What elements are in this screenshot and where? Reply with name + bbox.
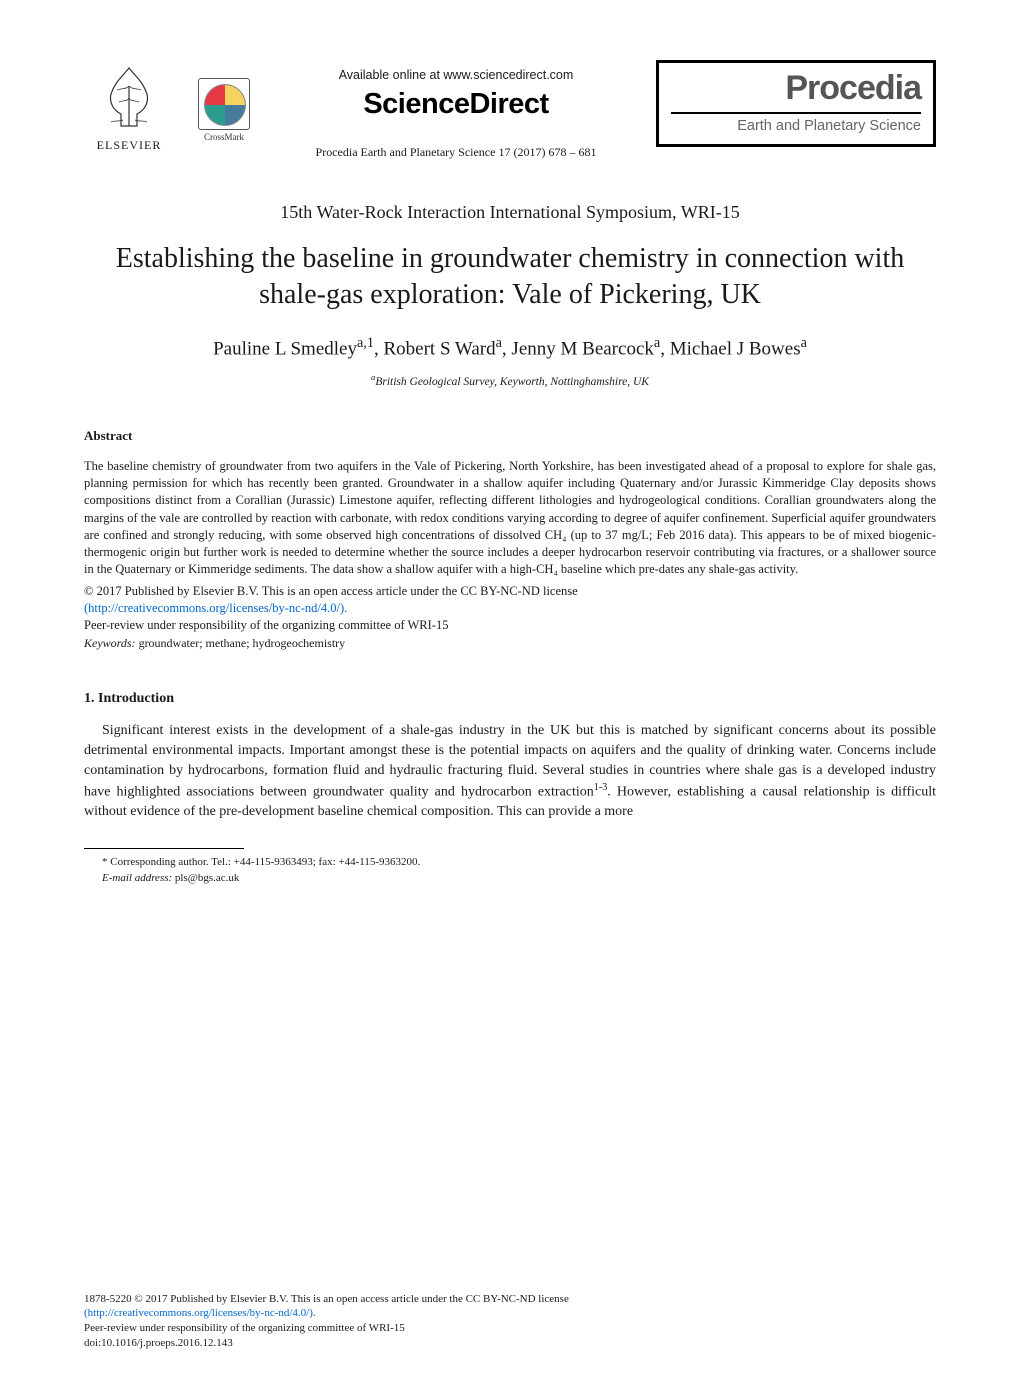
affiliation: aBritish Geological Survey, Keyworth, No… — [84, 372, 936, 388]
symposium-name: 15th Water-Rock Interaction Internationa… — [84, 202, 936, 223]
cc-license-url[interactable]: (http://creativecommons.org/licenses/by-… — [84, 601, 347, 615]
crossmark-icon — [198, 78, 250, 130]
sciencedirect-wordmark: ScienceDirect — [266, 88, 646, 121]
crossmark-badge[interactable]: CrossMark — [192, 78, 256, 142]
keywords-line: Keywords: groundwater; methane; hydrogeo… — [84, 636, 936, 651]
crossmark-label: CrossMark — [204, 132, 244, 142]
elsevier-wordmark: ELSEVIER — [97, 138, 162, 153]
elsevier-tree-icon — [91, 60, 167, 136]
corresponding-author-footnote: * Corresponding author. Tel.: +44-115-93… — [84, 855, 936, 870]
article-title: Establishing the baseline in groundwater… — [84, 241, 936, 313]
page-header: ELSEVIER CrossMark Available online at w… — [84, 60, 936, 160]
email-label: E-mail address: — [102, 872, 172, 884]
peer-review-line: Peer-review under responsibility of the … — [84, 617, 936, 634]
keywords-text: groundwater; methane; hydrogeochemistry — [136, 636, 346, 650]
abstract-body: The baseline chemistry of groundwater fr… — [84, 458, 936, 579]
section-1-paragraph: Significant interest exists in the devel… — [84, 721, 936, 822]
footer-issn-line: 1878-5220 © 2017 Published by Elsevier B… — [84, 1292, 936, 1307]
header-center: Available online at www.sciencedirect.co… — [256, 60, 656, 160]
page-footer: 1878-5220 © 2017 Published by Elsevier B… — [84, 1292, 936, 1351]
footer-cc-url[interactable]: (http://creativecommons.org/licenses/by-… — [84, 1307, 316, 1319]
procedia-journal-box: Procedia Earth and Planetary Science — [656, 60, 936, 147]
header-left-logos: ELSEVIER CrossMark — [84, 60, 256, 153]
footer-peer-review: Peer-review under responsibility of the … — [84, 1321, 936, 1336]
keywords-label: Keywords: — [84, 636, 136, 650]
citation-line: Procedia Earth and Planetary Science 17 … — [266, 145, 646, 160]
email-footnote: E-mail address: pls@bgs.ac.uk — [84, 871, 936, 886]
authors-line: Pauline L Smedleya,1, Robert S Warda, Je… — [84, 335, 936, 360]
footer-doi: doi:10.1016/j.proeps.2016.12.143 — [84, 1336, 936, 1351]
license-line: © 2017 Published by Elsevier B.V. This i… — [84, 583, 936, 600]
procedia-subtitle: Earth and Planetary Science — [671, 112, 921, 134]
email-value: pls@bgs.ac.uk — [172, 872, 239, 884]
footer-license-link[interactable]: (http://creativecommons.org/licenses/by-… — [84, 1306, 936, 1321]
section-1-heading: 1. Introduction — [84, 691, 936, 707]
abstract-heading: Abstract — [84, 428, 936, 444]
procedia-title: Procedia — [671, 69, 921, 108]
footnote-rule — [84, 848, 244, 849]
license-link[interactable]: (http://creativecommons.org/licenses/by-… — [84, 600, 936, 617]
elsevier-logo: ELSEVIER — [84, 60, 174, 153]
available-online-text: Available online at www.sciencedirect.co… — [266, 68, 646, 82]
